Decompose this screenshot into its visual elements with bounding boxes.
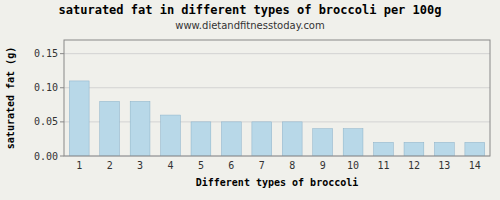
x-tick-label: 1 <box>76 160 82 171</box>
bar <box>252 122 272 156</box>
bar <box>313 129 333 156</box>
x-tick-label: 2 <box>107 160 113 171</box>
y-tick <box>60 121 64 122</box>
grid-line <box>64 121 490 122</box>
bar <box>465 142 485 156</box>
x-tick-label: 9 <box>320 160 326 171</box>
x-tick-label: 6 <box>228 160 234 171</box>
x-tick-label: 3 <box>137 160 143 171</box>
bar <box>434 142 454 156</box>
y-tick <box>60 87 64 88</box>
x-tick-label: 14 <box>469 160 481 171</box>
background <box>0 0 500 200</box>
x-tick-label: 13 <box>438 160 450 171</box>
bar <box>69 81 89 156</box>
y-axis-label: saturated fat (g) <box>5 47 16 149</box>
chart: saturated fat in different types of broc… <box>0 0 500 200</box>
x-tick-label: 10 <box>347 160 359 171</box>
x-tick-label: 11 <box>377 160 389 171</box>
y-tick <box>60 156 64 157</box>
subtitle: www.dietandfitnesstoday.com <box>175 20 324 31</box>
bar <box>282 122 302 156</box>
y-tick-label: 0.05 <box>34 116 58 127</box>
bar <box>404 142 424 156</box>
x-tick-label: 8 <box>289 160 295 171</box>
x-tick-label: 7 <box>259 160 265 171</box>
y-tick-label: 0.00 <box>34 151 58 162</box>
bar <box>100 101 120 156</box>
x-tick-label: 5 <box>198 160 204 171</box>
grid-line <box>64 53 490 54</box>
bar <box>191 122 211 156</box>
x-tick-label: 4 <box>167 160 173 171</box>
x-tick-label: 12 <box>408 160 420 171</box>
plot-frame <box>64 40 490 156</box>
bar <box>161 115 181 156</box>
title: saturated fat in different types of broc… <box>59 3 442 17</box>
bar <box>343 129 363 156</box>
x-axis-label: Different types of broccoli <box>196 177 359 188</box>
bar <box>130 101 150 156</box>
bar <box>374 142 394 156</box>
bars <box>69 81 484 156</box>
y-tick-label: 0.10 <box>34 82 58 93</box>
y-tick-label: 0.15 <box>34 48 58 59</box>
grid-line <box>64 87 490 88</box>
bar <box>221 122 241 156</box>
y-tick <box>60 53 64 54</box>
